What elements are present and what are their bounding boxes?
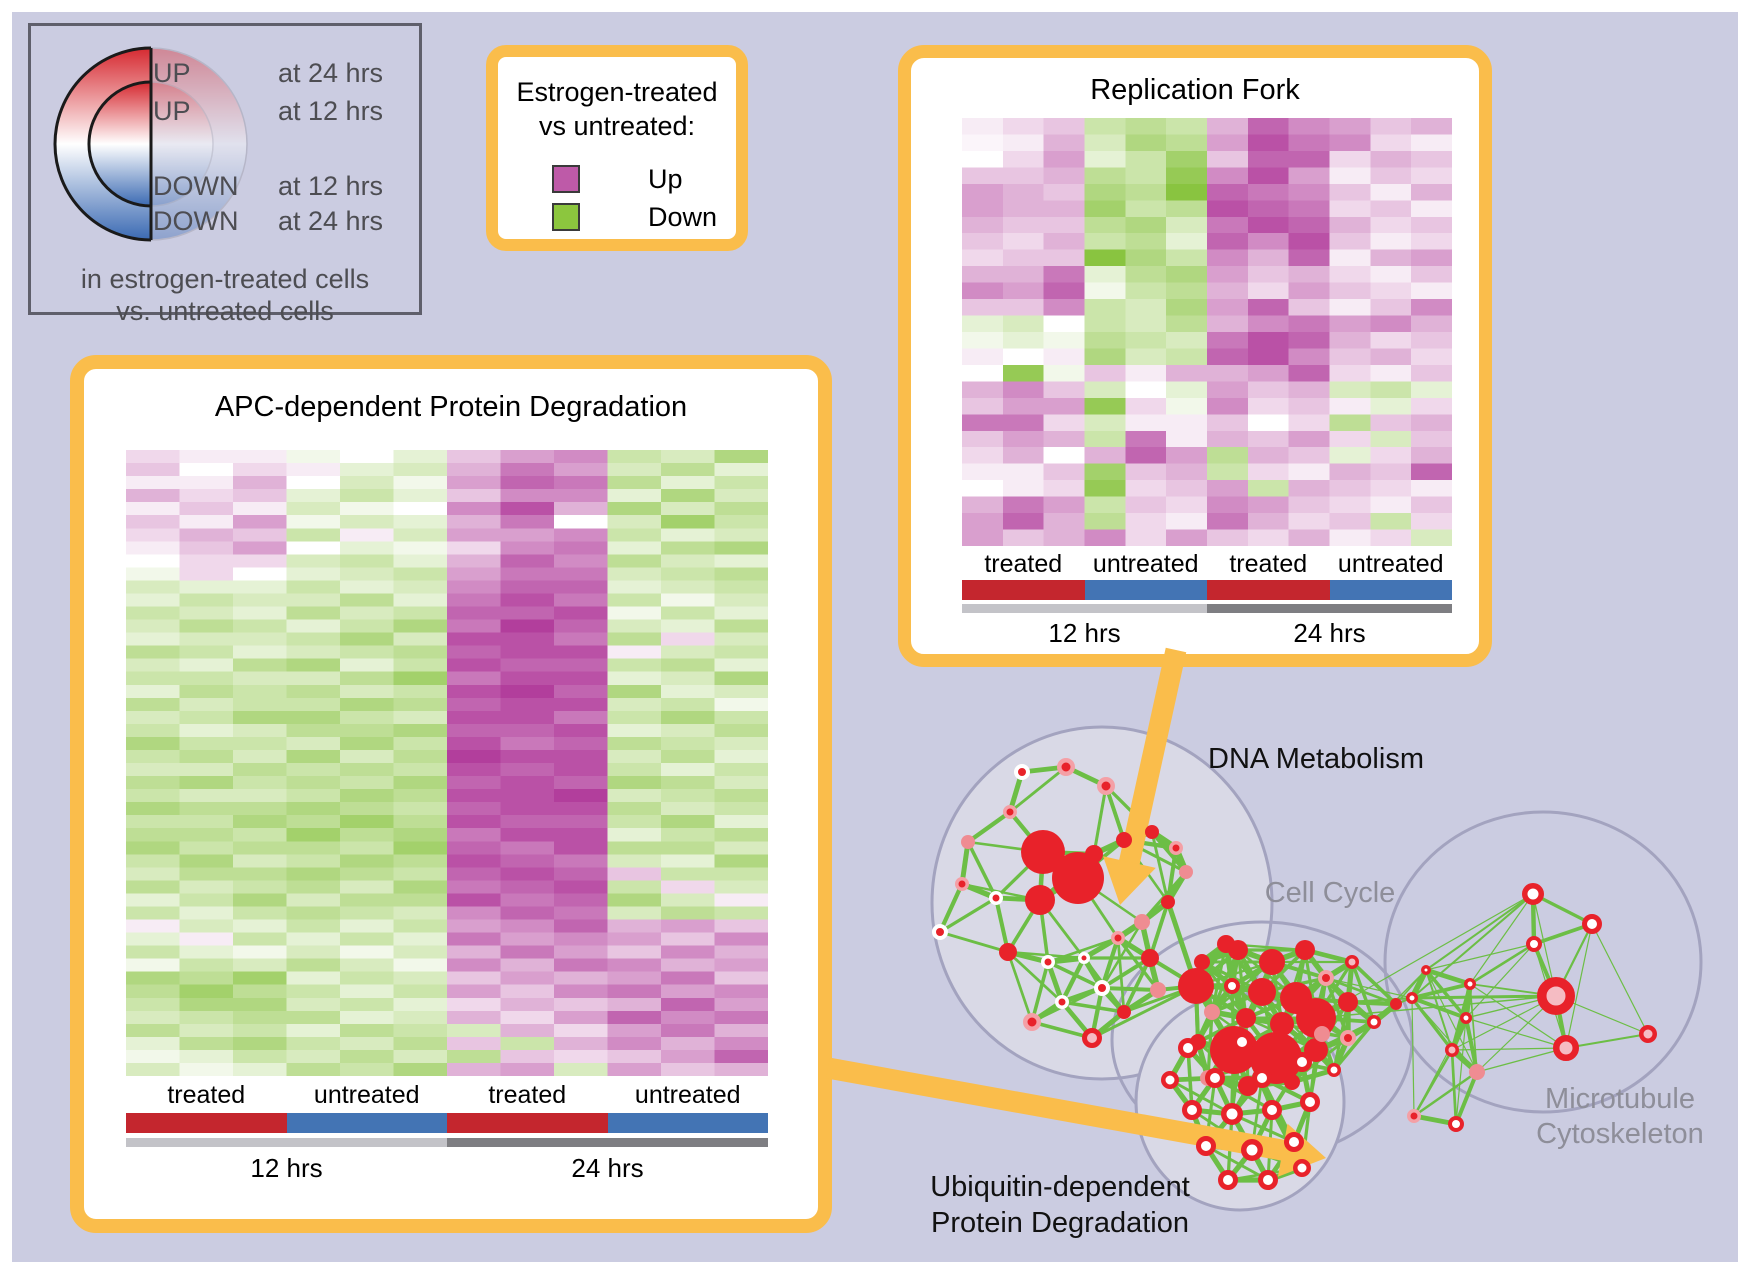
- panel-title: APC-dependent Protein Degradation: [214, 391, 688, 423]
- replication-fork-panel: Replication Fork treated untreated treat…: [898, 45, 1492, 667]
- panel-title: Replication Fork: [1090, 74, 1300, 106]
- hrs12-label: 12 hrs: [250, 1153, 323, 1183]
- time-bars: [962, 604, 1452, 613]
- treated-bar: [447, 1113, 608, 1133]
- condition-labels: treated untreated treated untreated: [126, 1081, 768, 1110]
- comparison-title-line2: vs untreated:: [538, 111, 696, 141]
- group-label: treated: [1229, 550, 1308, 578]
- treated-bar: [126, 1113, 287, 1133]
- hrs12-bar: [962, 604, 1207, 613]
- down-swatch: [552, 203, 580, 231]
- scale-row-word: DOWN: [153, 171, 239, 201]
- group-label: untreated: [1092, 550, 1199, 578]
- group-label: untreated: [313, 1081, 420, 1109]
- apc-degradation-panel: APC-dependent Protein Degradation treate…: [70, 355, 832, 1233]
- updown-gradient-rings-icon: [53, 46, 248, 242]
- hrs12-bar: [126, 1138, 447, 1147]
- up-label: Up: [648, 164, 683, 194]
- group-label: treated: [984, 550, 1063, 578]
- hrs24-label: 24 hrs: [1293, 618, 1366, 648]
- scale-row-time: at 12 hrs: [278, 96, 384, 126]
- group-label: untreated: [1337, 550, 1444, 578]
- treated-bar: [1207, 580, 1330, 600]
- hrs24-bar: [1207, 604, 1452, 613]
- condition-bars: [962, 580, 1452, 600]
- replication-fork-heatmap: [962, 118, 1452, 546]
- untreated-bar: [607, 1113, 768, 1133]
- scale-row-time: at 24 hrs: [278, 58, 384, 88]
- comparison-title-line1: Estrogen-treated: [516, 77, 718, 107]
- hrs12-label: 12 hrs: [1048, 618, 1121, 648]
- untreated-bar: [1084, 580, 1207, 600]
- group-label: untreated: [634, 1081, 741, 1109]
- up-swatch: [552, 165, 580, 193]
- hrs24-label: 24 hrs: [571, 1153, 644, 1183]
- scale-row-word: UP: [153, 58, 191, 88]
- scale-row-time: at 12 hrs: [278, 171, 384, 201]
- untreated-bar: [1329, 580, 1452, 600]
- scale-row-time: at 24 hrs: [278, 206, 384, 236]
- time-bars: [126, 1138, 768, 1147]
- updown-scale-legend: UP at 24 hrs UP at 12 hrs DOWN at 12 hrs…: [28, 23, 422, 326]
- time-labels: 12 hrs 24 hrs: [126, 1153, 768, 1184]
- scale-footer-line1: in estrogen-treated cells: [80, 264, 370, 294]
- condition-bars: [126, 1113, 768, 1133]
- scale-footer-line2: vs. untreated cells: [116, 296, 334, 326]
- down-label: Down: [648, 202, 718, 232]
- scale-row-word: UP: [153, 96, 191, 126]
- time-labels: 12 hrs 24 hrs: [962, 618, 1452, 649]
- group-label: treated: [488, 1081, 567, 1109]
- comparison-legend: Estrogen-treated vs untreated: Up Down: [486, 45, 748, 251]
- untreated-bar: [286, 1113, 447, 1133]
- treated-bar: [962, 580, 1085, 600]
- hrs24-bar: [447, 1138, 768, 1147]
- condition-labels: treated untreated treated untreated: [962, 550, 1452, 579]
- scale-row-word: DOWN: [153, 206, 239, 236]
- group-label: treated: [167, 1081, 246, 1109]
- apc-degradation-heatmap: [126, 450, 768, 1076]
